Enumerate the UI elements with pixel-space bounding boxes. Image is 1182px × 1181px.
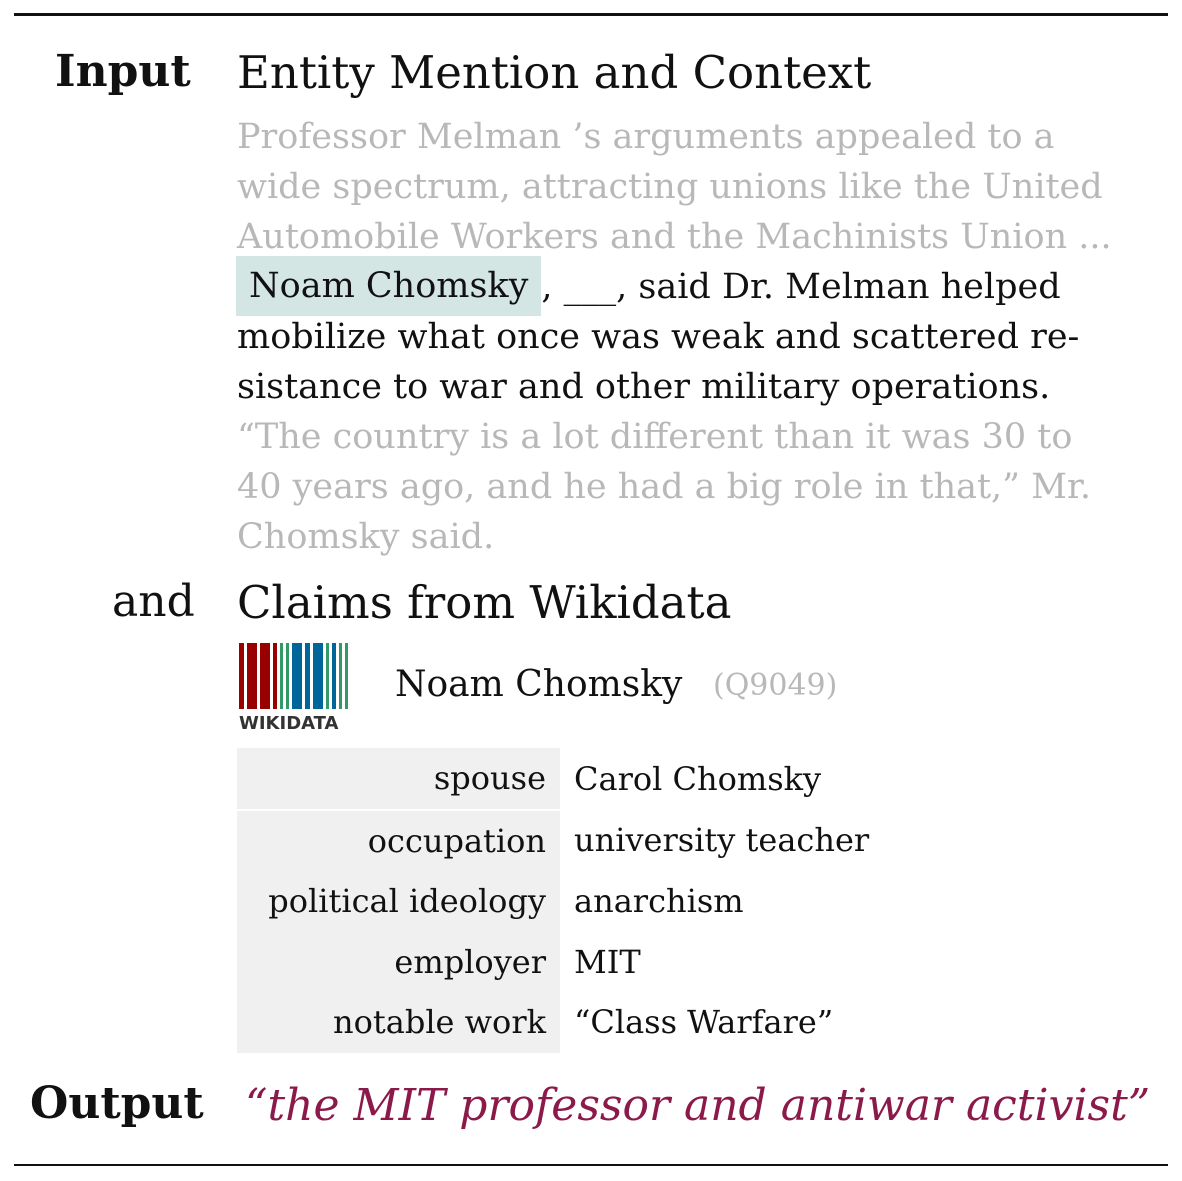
top-rule	[14, 13, 1168, 16]
claims-heading: Claims from Wikidata	[237, 576, 732, 629]
context-passage: Professor Melman ’s arguments appealed t…	[236, 112, 1152, 562]
mention-sentence-line: Noam Chomsky, ___, said Dr. Melman helpe…	[236, 256, 1152, 316]
claim-value: Carol Chomsky	[574, 759, 822, 798]
wikidata-barcode-icon	[239, 643, 348, 709]
claim-row: employer MIT	[237, 931, 869, 992]
claim-property: occupation	[237, 809, 560, 871]
claims-table: spouse Carol Chomsky occupation universi…	[237, 748, 869, 1053]
output-label: Output	[30, 1078, 204, 1129]
claim-value: anarchism	[574, 882, 744, 921]
claim-property: political ideology	[237, 871, 560, 932]
claim-row: notable work “Class Warfare”	[237, 992, 869, 1053]
claim-property: notable work	[237, 992, 560, 1053]
bottom-rule	[14, 1164, 1168, 1166]
claim-value: university teacher	[574, 821, 870, 860]
context-before-line: Professor Melman ’s arguments appealed t…	[237, 117, 1055, 157]
context-after-line: Chomsky said.	[237, 517, 495, 557]
input-label: Input	[55, 46, 191, 97]
claim-property: employer	[237, 931, 560, 992]
entity-mention-highlight: Noam Chomsky	[236, 256, 542, 316]
sentence-line: sistance to war and other military opera…	[237, 367, 1051, 407]
claim-property: spouse	[237, 748, 560, 811]
and-label: and	[112, 576, 195, 627]
context-before-line: wide spectrum, attracting unions like th…	[237, 167, 1103, 207]
wikidata-logo	[239, 643, 351, 735]
entity-qid: (Q9049)	[713, 668, 838, 703]
claim-row: spouse Carol Chomsky	[237, 748, 869, 811]
context-heading: Entity Mention and Context	[237, 46, 872, 99]
context-before-line: Automobile Workers and the Machinists Un…	[237, 217, 1112, 257]
output-text: “the MIT professor and antiwar activist”	[245, 1080, 1151, 1131]
sentence-line: mobilize what once was weak and scattere…	[237, 317, 1080, 357]
context-after-line: 40 years ago, and he had a big role in t…	[237, 467, 1092, 507]
claim-row: political ideology anarchism	[237, 871, 869, 932]
claim-value: “Class Warfare”	[574, 1003, 834, 1042]
wikidata-logo-text: WIKIDATA	[239, 713, 339, 734]
mention-sentence-rest: , ___, said Dr. Melman helped	[541, 267, 1061, 307]
claim-value: MIT	[574, 942, 641, 981]
entity-name: Noam Chomsky	[395, 664, 683, 705]
context-after-line: “The country is a lot different than it …	[237, 417, 1073, 457]
claim-row: occupation university teacher	[237, 809, 870, 871]
